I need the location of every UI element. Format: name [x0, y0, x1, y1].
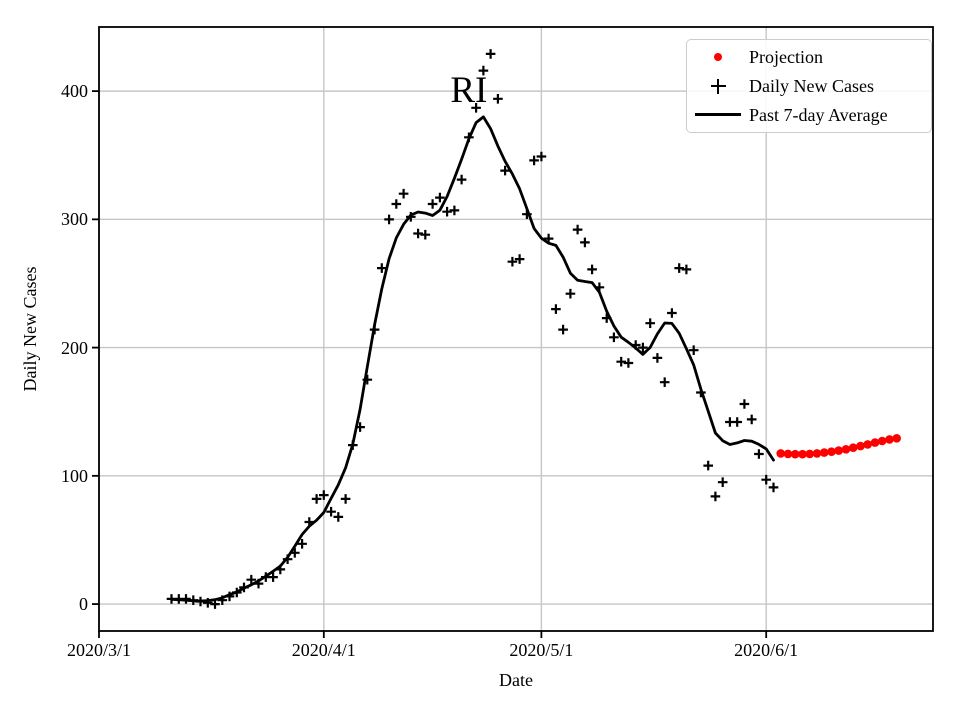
- legend-row-past-7day-average: Past 7-day Average: [687, 100, 931, 129]
- legend-label-daily-new-cases: Daily New Cases: [749, 76, 874, 96]
- y-tick-label: 400: [61, 81, 88, 102]
- legend-label-past-7day-average: Past 7-day Average: [749, 104, 888, 125]
- y-axis-label: Daily New Cases: [20, 266, 40, 392]
- x-tick-label: 2020/5/1: [509, 640, 574, 660]
- state-annotation: RI: [450, 69, 488, 111]
- x-tick-label: 2020/3/1: [66, 640, 132, 660]
- y-tick-label: 100: [61, 465, 88, 486]
- y-tick-label: 300: [61, 209, 88, 230]
- y-tick-label: 0: [79, 594, 88, 615]
- x-tick-label: 2020/6/1: [734, 640, 799, 660]
- x-tick-label: 2020/4/1: [291, 640, 356, 660]
- y-tick-label: 200: [61, 337, 88, 358]
- legend-row-projection: Projection: [687, 43, 931, 72]
- legend-label-projection: Projection: [749, 47, 823, 68]
- plus-marker-icon: [710, 78, 726, 94]
- line-marker-icon: [695, 113, 741, 117]
- x-axis-label: Date: [499, 670, 533, 690]
- projection-dot-icon: [714, 53, 722, 62]
- legend-row-daily-new-cases: Daily New Cases: [687, 72, 931, 101]
- legend: Projection Daily New Cases Past 7-day Av…: [686, 39, 932, 133]
